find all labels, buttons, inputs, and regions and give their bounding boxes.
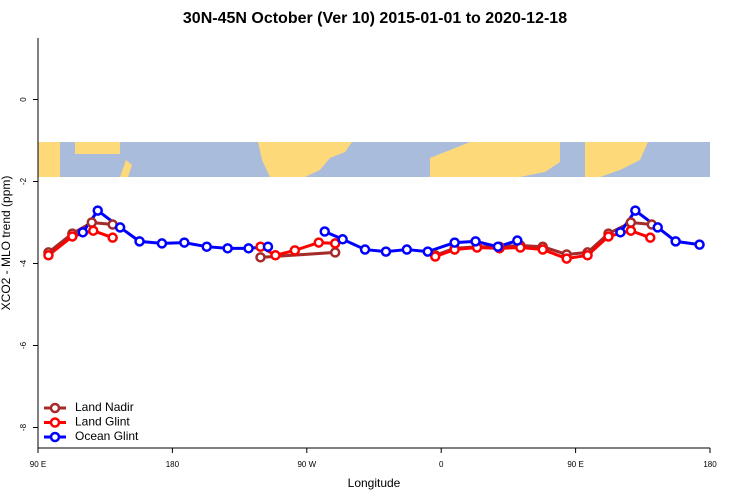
point xyxy=(262,241,274,252)
x-tick-label: 90 E xyxy=(567,460,583,469)
point xyxy=(88,225,99,236)
point xyxy=(201,241,212,252)
point xyxy=(694,239,705,250)
point xyxy=(337,234,348,245)
point xyxy=(652,222,663,233)
point xyxy=(670,236,681,247)
point xyxy=(561,253,572,264)
point xyxy=(92,205,103,216)
legend-label: Land Nadir xyxy=(75,400,134,414)
point xyxy=(449,237,460,248)
point xyxy=(255,252,266,263)
point xyxy=(86,217,98,228)
point xyxy=(512,235,523,246)
x-axis-label: Longitude xyxy=(348,476,401,490)
x-tick-label: 180 xyxy=(703,460,717,469)
point xyxy=(289,245,301,256)
point xyxy=(422,246,434,257)
point xyxy=(615,227,626,238)
point xyxy=(270,250,281,261)
point xyxy=(470,236,481,247)
point xyxy=(313,237,324,248)
legend-marker xyxy=(49,431,61,443)
legend-marker xyxy=(49,402,61,414)
point xyxy=(329,247,341,258)
point xyxy=(492,241,504,252)
point xyxy=(630,205,641,216)
point xyxy=(179,237,190,248)
point xyxy=(380,246,392,257)
y-tick-label: -4 xyxy=(19,259,28,267)
y-tick-label: -6 xyxy=(19,341,28,349)
point xyxy=(603,231,614,242)
point xyxy=(401,244,413,255)
point xyxy=(319,226,330,237)
point xyxy=(329,238,341,249)
y-tick-label: -8 xyxy=(19,423,28,431)
x-tick-label: 90 W xyxy=(297,460,316,469)
point xyxy=(582,250,593,261)
x-tick-label: 180 xyxy=(166,460,180,469)
legend-marker xyxy=(49,417,61,428)
point xyxy=(359,244,371,255)
point xyxy=(625,217,637,228)
legend-label: Ocean Glint xyxy=(75,429,139,443)
y-tick-label: -2 xyxy=(19,177,28,185)
point xyxy=(107,232,118,243)
point xyxy=(222,243,233,254)
y-tick-label: 0 xyxy=(19,97,28,102)
y-axis-label: XCO2 - MLO trend (ppm) xyxy=(0,176,13,311)
point xyxy=(243,243,254,254)
legend-label: Land Glint xyxy=(75,415,130,429)
map-strip xyxy=(38,142,710,177)
point xyxy=(77,227,89,238)
chart-title: 30N-45N October (Ver 10) 2015-01-01 to 2… xyxy=(183,10,567,27)
point xyxy=(114,222,126,233)
point xyxy=(67,231,78,242)
point xyxy=(429,251,441,262)
point xyxy=(43,250,54,261)
x-tick-label: 90 E xyxy=(30,460,46,469)
point xyxy=(645,232,656,243)
point xyxy=(537,244,548,255)
point xyxy=(625,225,637,236)
x-tick-label: 0 xyxy=(439,460,444,469)
point xyxy=(134,236,145,247)
point xyxy=(156,238,168,249)
